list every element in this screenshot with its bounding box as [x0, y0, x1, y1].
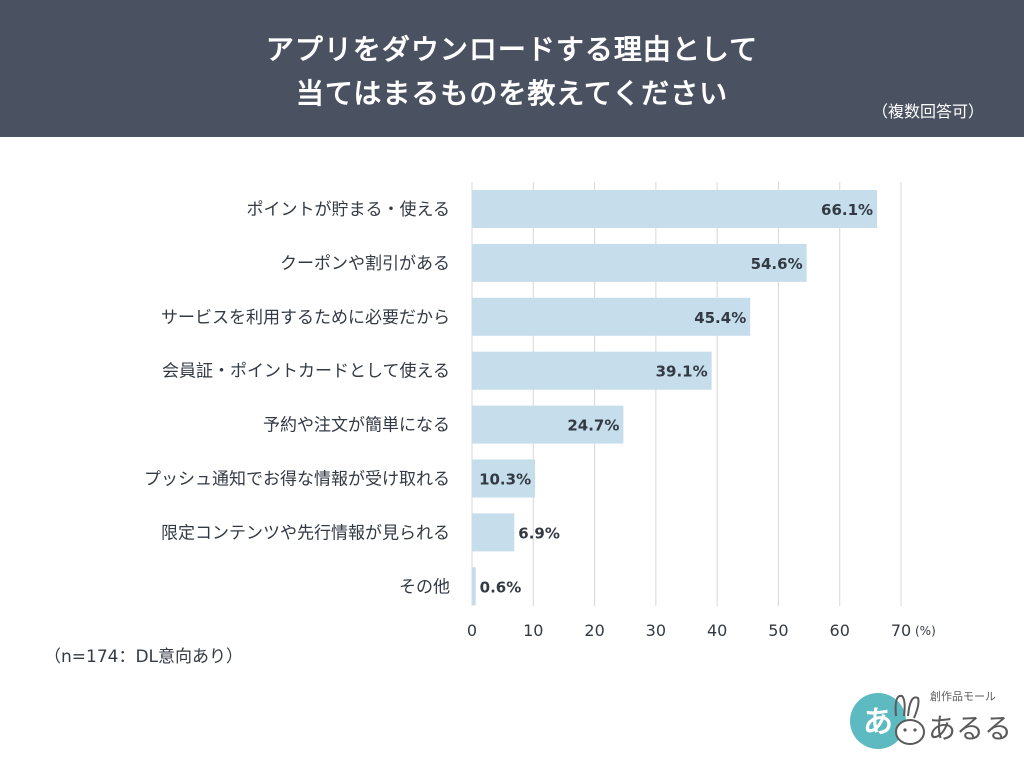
chart-title-line-1: アプリをダウンロードする理由として [265, 33, 759, 66]
logo-small-text: 創作品モール [930, 689, 996, 703]
x-tick-label: 30 [646, 621, 666, 640]
category-label: その他 [399, 577, 450, 597]
category-label: サービスを利用するために必要だから [161, 308, 450, 328]
bar [472, 405, 624, 444]
aruru-logo: あ 創作品モール あるる [850, 689, 1008, 749]
logo-mark-text: あ [863, 705, 893, 740]
x-tick-label: 10 [523, 621, 543, 640]
category-label: 予約や注文が簡単になる [263, 416, 450, 436]
category-label: 限定コンテンツや先行情報が見られる [161, 523, 450, 543]
header-banner: アプリをダウンロードする理由として 当てはまるものを教えてください （複数回答可… [0, 0, 1024, 137]
category-label: プッシュ通知でお得な情報が受け取れる [144, 470, 450, 490]
bar [472, 297, 751, 336]
value-label: 0.6% [480, 578, 522, 596]
logo-circle [850, 693, 906, 749]
x-tick-label: 60 [830, 621, 850, 640]
bar [472, 190, 878, 228]
chart-title-line-2: 当てはまるものを教えてください [295, 77, 729, 110]
logo-main-text: あるる [928, 712, 1008, 745]
value-label: 45.4% [694, 309, 746, 327]
x-tick-label: 0 [467, 621, 477, 640]
value-label: 10.3% [479, 471, 531, 489]
x-tick-label: 70 [891, 621, 911, 640]
bar [472, 243, 807, 282]
bar [472, 513, 515, 552]
rabbit-face-icon [895, 719, 925, 745]
bar [472, 459, 536, 498]
x-axis-unit: (%) [915, 624, 936, 638]
rabbit-ears-icon [894, 694, 920, 719]
value-label: 24.7% [567, 417, 619, 435]
x-tick-label: 50 [768, 621, 788, 640]
category-label: クーポンや割引がある [280, 254, 450, 274]
multiple-answers-note: （複数回答可） [871, 102, 984, 121]
bar [472, 567, 476, 606]
category-label: 会員証・ポイントカードとして使える [162, 361, 450, 382]
sample-size-note: （n=174：DL意向あり） [44, 647, 244, 667]
category-label: ポイントが貯まる・使える [247, 199, 451, 220]
value-label: 6.9% [518, 524, 560, 542]
value-label: 39.1% [656, 363, 708, 381]
bar [472, 351, 712, 390]
value-label: 66.1% [821, 201, 873, 219]
x-tick-label: 40 [707, 621, 727, 640]
x-tick-label: 20 [584, 621, 604, 640]
value-label: 54.6% [751, 255, 803, 273]
